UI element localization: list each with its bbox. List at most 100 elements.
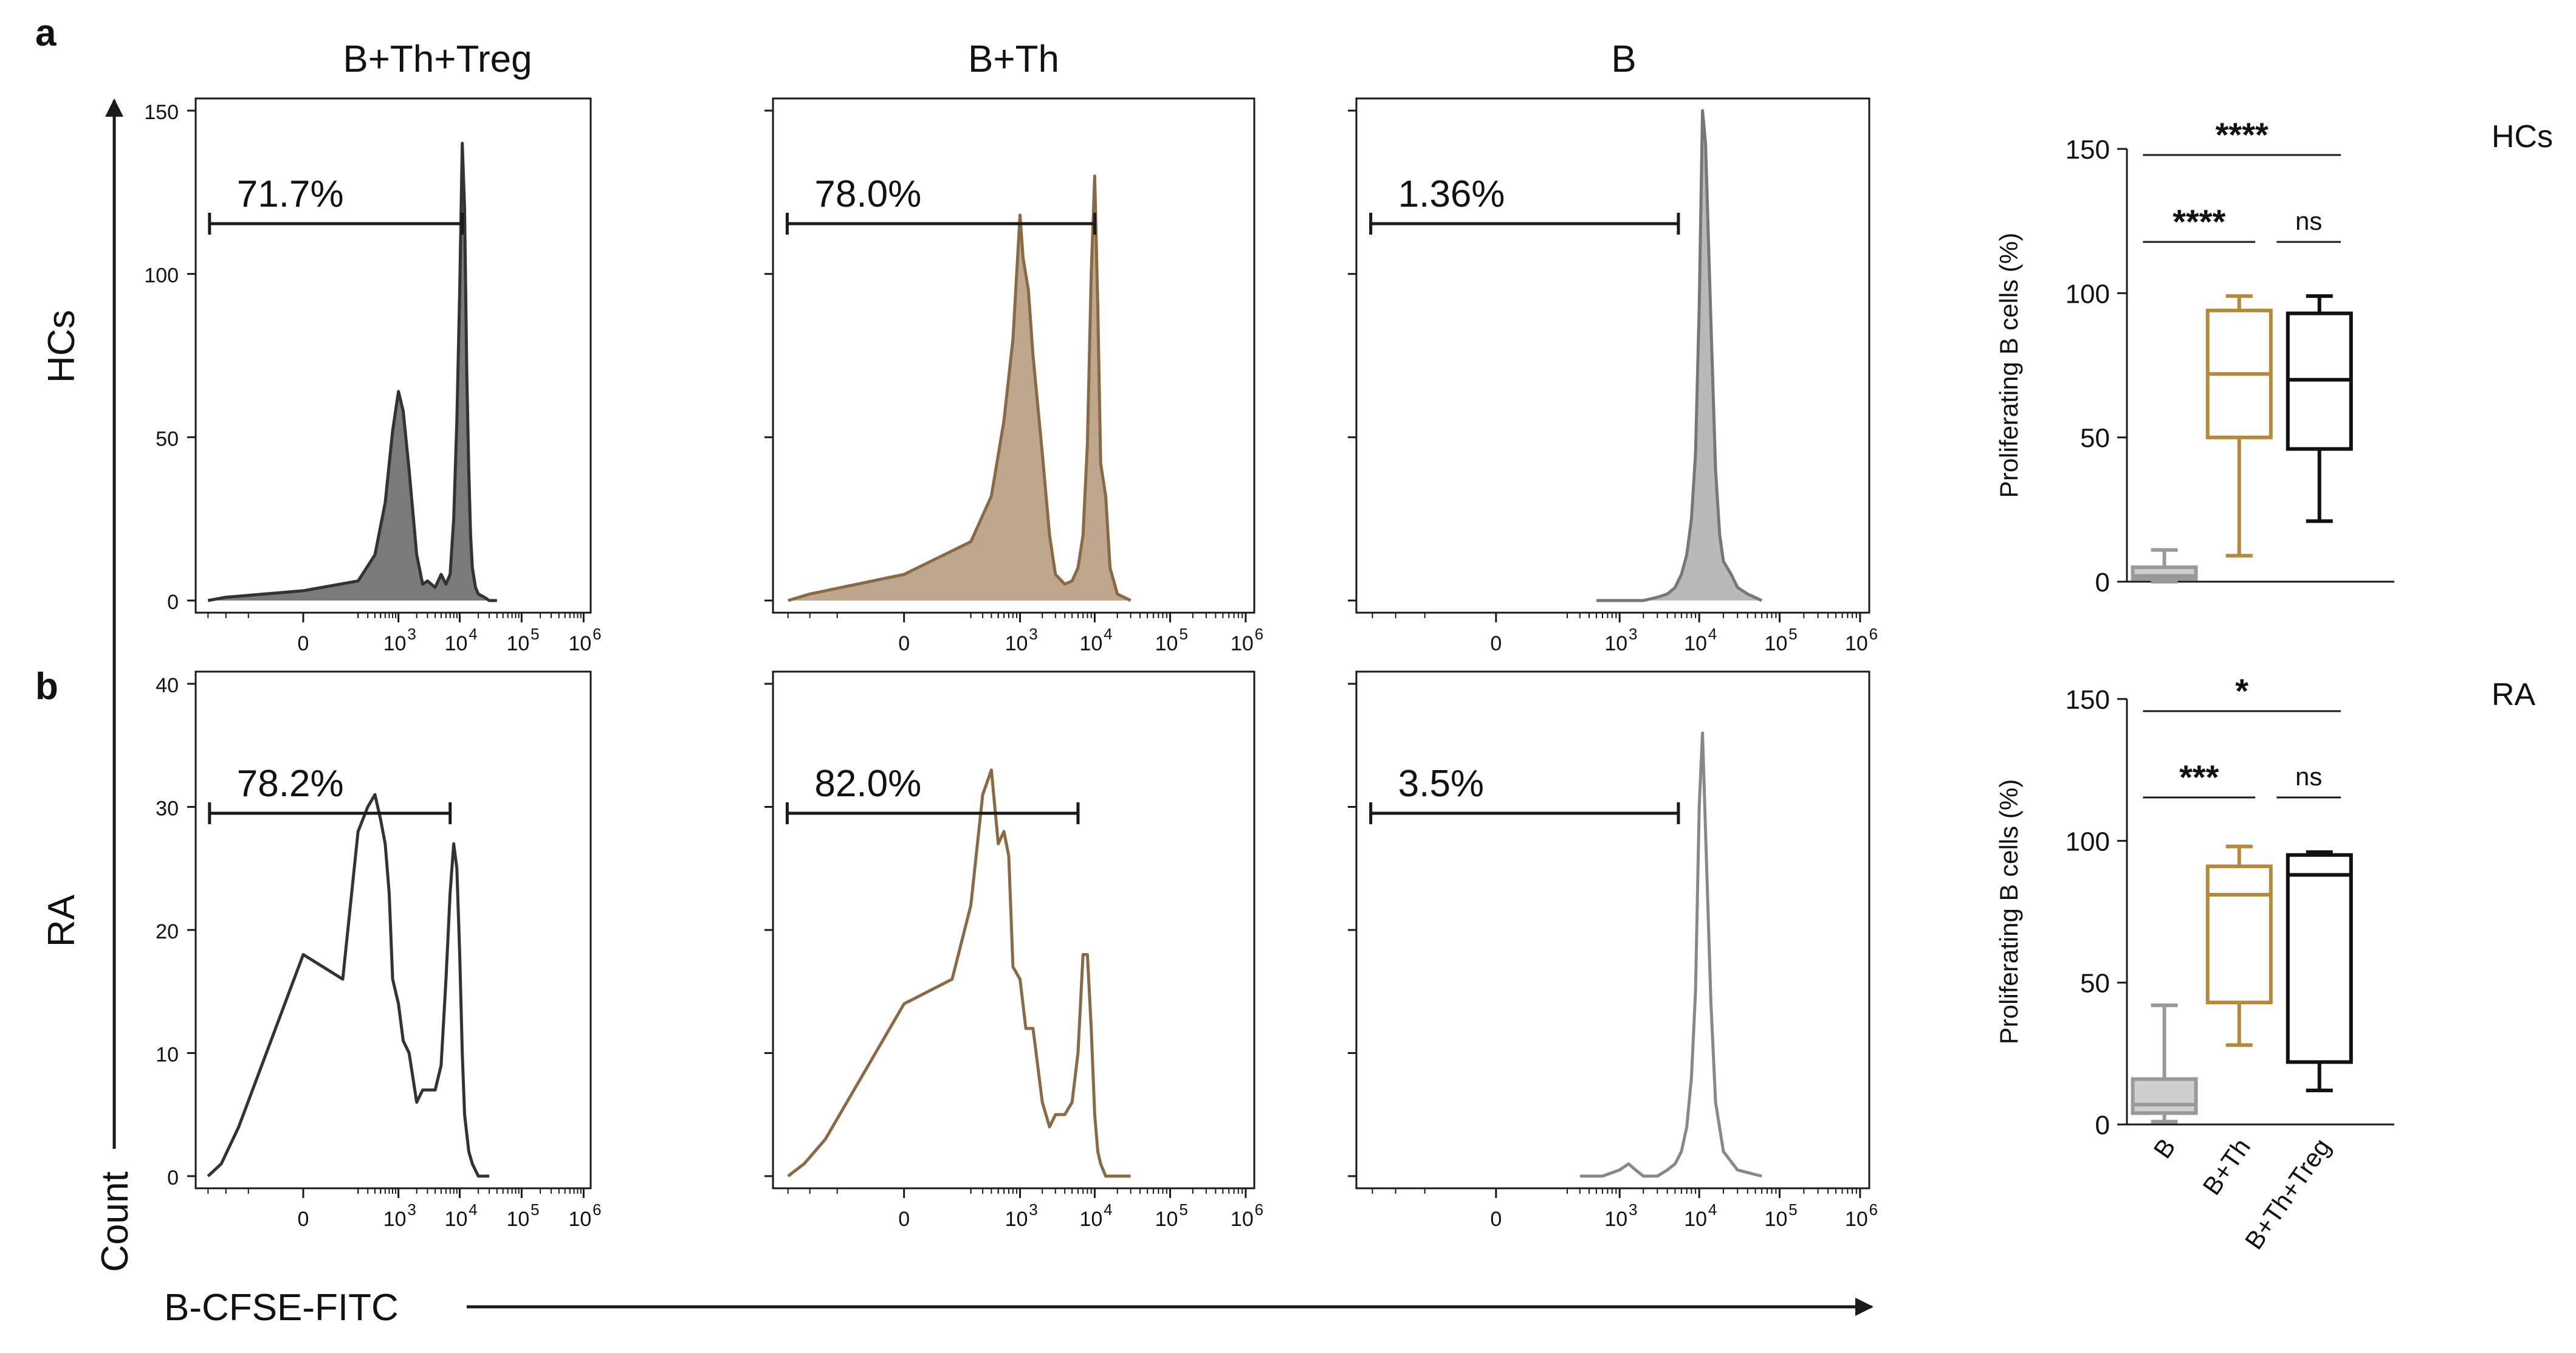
histogram-hcs-b-th: 0 10 3 10 4 10 5 10 678.0% [764,97,1263,655]
panel-label-a: a [35,12,57,54]
column-title-th: B+Th [968,38,1059,80]
x-tick-label: 10 [1005,632,1028,655]
x-tick-label: 10 [1684,1208,1707,1231]
boxplot-category-label: B [2148,1133,2181,1163]
x-tick-exponent: 5 [531,1200,539,1219]
boxplot-y-tick-label: 150 [2066,135,2110,165]
y-tick-label: 30 [156,797,179,821]
histogram-line [207,142,497,602]
x-tick-exponent: 4 [1104,625,1112,643]
histogram-line [787,768,1131,1178]
x-tick-label: 10 [506,1208,529,1231]
x-tick-exponent: 3 [1029,625,1037,643]
histogram-fill [1596,111,1762,601]
x-tick-label: 10 [1604,1208,1627,1231]
gate-percent-label: 82.0% [814,763,921,805]
gate-percent-label: 78.0% [814,173,921,215]
histogram-fill [208,143,497,601]
gate-percent-label: 1.36% [1398,173,1505,215]
x-tick-label: 10 [445,1208,468,1231]
significance-label: ns [2295,762,2322,791]
gate-percent-label: 78.2% [237,763,344,805]
x-tick-exponent: 5 [1179,625,1187,643]
x-tick-exponent: 6 [592,1200,601,1219]
gate-percent-label: 3.5% [1398,763,1484,805]
x-tick-exponent: 5 [1788,625,1797,643]
y-tick-label: 150 [144,101,179,124]
boxplot-y-axis-label: Proliferating B cells (%) [1994,779,2023,1044]
x-tick-label: 10 [1079,632,1102,655]
x-tick-exponent: 4 [1708,625,1717,643]
histogram-line [1579,731,1762,1178]
gate-percent-label: 71.7% [237,173,344,215]
y-tick-label: 40 [156,674,179,697]
histogram-hcs-b: 0 10 3 10 4 10 5 10 61.36% [1348,97,1878,655]
boxplot-row-label-ra: RA [2492,677,2536,712]
boxplot-y-tick-label: 0 [2095,1110,2110,1140]
count-axis-label: Count [94,1171,136,1272]
significance-label: **** [2172,202,2225,241]
x-tick-label: 10 [383,1208,407,1231]
y-tick-label: 100 [144,264,179,287]
x-tick-label: 0 [298,632,309,655]
x-tick-label: 10 [1684,632,1707,655]
x-tick-label: 10 [568,1208,591,1231]
significance-label: * [2235,672,2248,710]
significance-label: ns [2295,207,2322,235]
significance-label: *** [2179,758,2219,796]
significance-label: **** [2216,115,2269,154]
x-tick-exponent: 4 [1104,1200,1112,1219]
x-tick-exponent: 6 [592,625,601,643]
histogram-line [1596,109,1763,602]
row-label-ra: RA [41,894,83,947]
boxplot-y-tick-label: 0 [2095,568,2110,597]
x-tick-exponent: 6 [1869,625,1878,643]
histogram-frame [772,670,1255,1189]
boxplot-y-axis-label: Proliferating B cells (%) [1994,233,2023,498]
x-tick-exponent: 5 [531,625,539,643]
x-tick-label: 10 [1005,1208,1028,1231]
histogram-frame [772,97,1255,614]
histogram-frame [194,670,592,1189]
x-tick-exponent: 3 [1629,625,1637,643]
y-tick-label: 0 [167,591,179,614]
x-tick-exponent: 3 [1629,1200,1637,1219]
x-tick-exponent: 6 [1869,1200,1878,1219]
x-tick-label: 10 [1845,632,1868,655]
boxplot-y-tick-label: 50 [2080,969,2110,999]
boxplot-y-tick-label: 150 [2066,685,2110,715]
histogram-fill [788,176,1131,601]
histogram-line [207,793,490,1178]
boxplot-row-label-hcs: HCs [2492,119,2553,154]
x-tick-label: 10 [506,632,529,655]
x-tick-label: 10 [1231,632,1254,655]
x-tick-exponent: 3 [407,625,416,643]
histogram-line [788,174,1132,602]
x-tick-label: 10 [1079,1208,1102,1231]
x-tick-label: 0 [298,1208,309,1231]
x-tick-label: 10 [445,632,468,655]
x-tick-label: 0 [1490,632,1502,655]
x-tick-exponent: 5 [1788,1200,1797,1219]
x-tick-label: 10 [1765,632,1788,655]
x-tick-label: 10 [1845,1208,1868,1231]
boxplot-category-label: B+Th [2197,1133,2256,1200]
x-tick-label: 10 [568,632,591,655]
boxplot-y-tick-label: 100 [2066,827,2110,856]
x-tick-label: 0 [898,1208,910,1231]
histogram-ra-b: 0 10 3 10 4 10 5 10 63.5% [1348,670,1878,1231]
x-tick-exponent: 4 [469,625,477,643]
x-tick-exponent: 3 [1029,1200,1037,1219]
x-tick-label: 10 [1231,1208,1254,1231]
boxplot-y-tick-label: 100 [2066,279,2110,309]
column-title-b: B [1611,38,1636,80]
panel-label-b: b [35,666,58,707]
x-tick-label: 10 [1604,632,1627,655]
y-tick-label: 20 [156,920,179,943]
x-tick-exponent: 6 [1255,1200,1263,1219]
x-tick-label: 0 [898,632,910,655]
